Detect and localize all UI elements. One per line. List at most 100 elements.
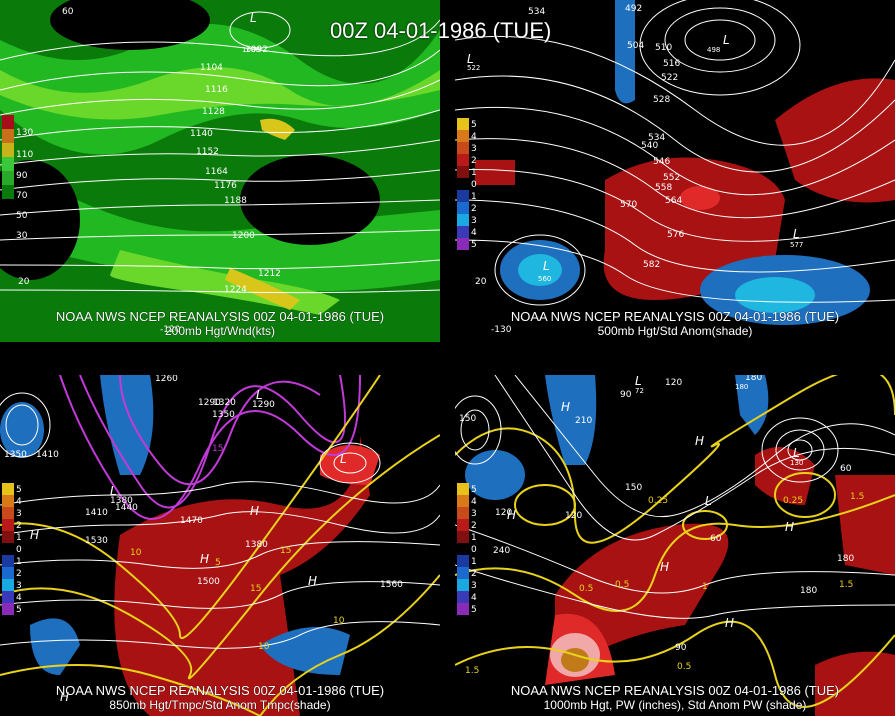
panel-subcaption: 1000mb Hgt, PW (inches), Std Anom PW (sh…: [543, 698, 807, 712]
contour-label: 1212: [258, 269, 281, 279]
legend-label: 2: [471, 521, 477, 531]
contour-label: 180: [800, 586, 817, 596]
contour-label: 1410: [36, 450, 59, 460]
high-marker: H: [250, 504, 259, 518]
contour-label: 60: [710, 534, 722, 544]
legend-label: 1: [471, 533, 477, 543]
low-marker: L: [467, 52, 474, 66]
lat-label: 20: [475, 277, 487, 287]
legend-label: 3: [16, 581, 22, 591]
contour-label: 1092: [245, 45, 268, 55]
legend-label: 1: [471, 557, 477, 567]
legend-label: 2: [16, 569, 22, 579]
pw-label: 0.5: [579, 584, 593, 594]
contour-label: 552: [663, 173, 680, 183]
panel-500mb: 534 492 504 510 516 522 528 534 540 546 …: [455, 0, 895, 342]
high-marker: H: [561, 400, 570, 414]
contour-label: 1176: [214, 181, 237, 191]
pw-label: 0.25: [783, 496, 803, 506]
contour-label: 1380: [110, 496, 133, 506]
temp-label: 15: [212, 444, 223, 454]
contour-label: 1440: [115, 503, 138, 513]
lon-label: -120: [160, 325, 181, 335]
high-marker: H: [660, 560, 669, 574]
legend-label: 5: [16, 605, 22, 615]
anomaly-legend: [2, 483, 14, 615]
low-marker: L: [793, 227, 800, 241]
wind-legend: [2, 115, 14, 199]
legend-label: 2: [16, 521, 22, 531]
legend-label: 0: [471, 545, 477, 555]
legend-label: 4: [471, 593, 477, 603]
pw-label: 0.5: [615, 580, 629, 590]
anomaly-legend: [457, 118, 469, 250]
legend-label: 1: [471, 192, 477, 202]
contour-label: 1500: [197, 577, 220, 587]
low-marker: L: [635, 375, 642, 388]
contour-label: 582: [643, 260, 660, 270]
contour-label: 576: [667, 230, 684, 240]
contour-label: 180: [745, 375, 762, 383]
contour-label: 1140: [190, 129, 213, 139]
lon-label: -130: [491, 325, 512, 335]
contour-label: 90: [675, 643, 687, 653]
legend-label: 2: [471, 569, 477, 579]
panel-caption: NOAA NWS NCEP REANALYSIS 00Z 04-01-1986 …: [510, 309, 840, 324]
low-marker: L: [250, 11, 257, 25]
pw-label: 0.5: [677, 662, 691, 672]
pw-label: 1.5: [850, 492, 864, 502]
contour-label: 516: [663, 59, 680, 69]
legend-label: 3: [471, 216, 477, 226]
legend-label: 4: [471, 228, 477, 238]
legend-label: 3: [471, 581, 477, 591]
low-value: 180: [735, 383, 748, 391]
contour-label: 240: [493, 546, 510, 556]
legend-label: 3: [16, 509, 22, 519]
contour-label: 1290: [198, 398, 221, 408]
contour-label: 1350: [212, 410, 235, 420]
low-value: 1086: [242, 46, 260, 54]
high-marker: H: [30, 528, 39, 542]
contour-label: 120: [495, 508, 512, 518]
contour-label: 1320: [213, 398, 236, 408]
pw-label: 1.5: [839, 580, 853, 590]
panel-200mb: 1092 1104 1116 1128 1140 1152 1164 1176 …: [0, 0, 440, 342]
low-value: 522: [467, 64, 480, 72]
legend-label: 5: [16, 485, 22, 495]
legend-label: 110: [16, 150, 34, 160]
contour-label: 120: [565, 511, 582, 521]
contour-label: 546: [653, 157, 670, 167]
legend-label: 3: [471, 509, 477, 519]
low-value: 72: [635, 387, 644, 395]
contour-label: 180: [837, 554, 854, 564]
high-marker: H: [725, 616, 734, 630]
legend-label: 50: [16, 211, 28, 221]
contour-label: 120: [665, 378, 682, 388]
contour-label: 528: [653, 95, 670, 105]
panel-caption: NOAA NWS NCEP REANALYSIS 00Z 04-01-1986 …: [510, 683, 840, 698]
contour-label: 1152: [196, 147, 219, 157]
legend-label: 4: [16, 593, 22, 603]
contour-label: 1530: [85, 536, 108, 546]
panel-1000mb: 150 120 90 60 180 210 240 120 150 180 90…: [455, 375, 895, 716]
temp-label: 15: [250, 584, 261, 594]
map-850mb: 1260 1290 1320 1350 1290 1380 1410 1440 …: [0, 375, 440, 716]
legend-label: 1: [471, 168, 477, 178]
low-value: 130: [790, 459, 803, 467]
temp-label: 10: [333, 616, 345, 626]
legend-label: 30: [16, 231, 28, 241]
contour-label: 1290: [252, 400, 275, 410]
contour-label: 60: [840, 464, 852, 474]
high-marker: H: [308, 574, 317, 588]
temp-label: 15: [280, 546, 291, 556]
legend-label: 1: [16, 557, 22, 567]
temp-label: 5: [215, 558, 221, 568]
contour-label: 570: [620, 200, 637, 210]
high-marker: H: [695, 434, 704, 448]
contour-label: 534: [648, 133, 665, 143]
contour-label: 1200: [232, 231, 255, 241]
low-marker: L: [256, 388, 263, 402]
contour-label: 1128: [202, 107, 225, 117]
contour-label: 150: [459, 414, 476, 424]
pw-label: 0.25: [648, 496, 668, 506]
